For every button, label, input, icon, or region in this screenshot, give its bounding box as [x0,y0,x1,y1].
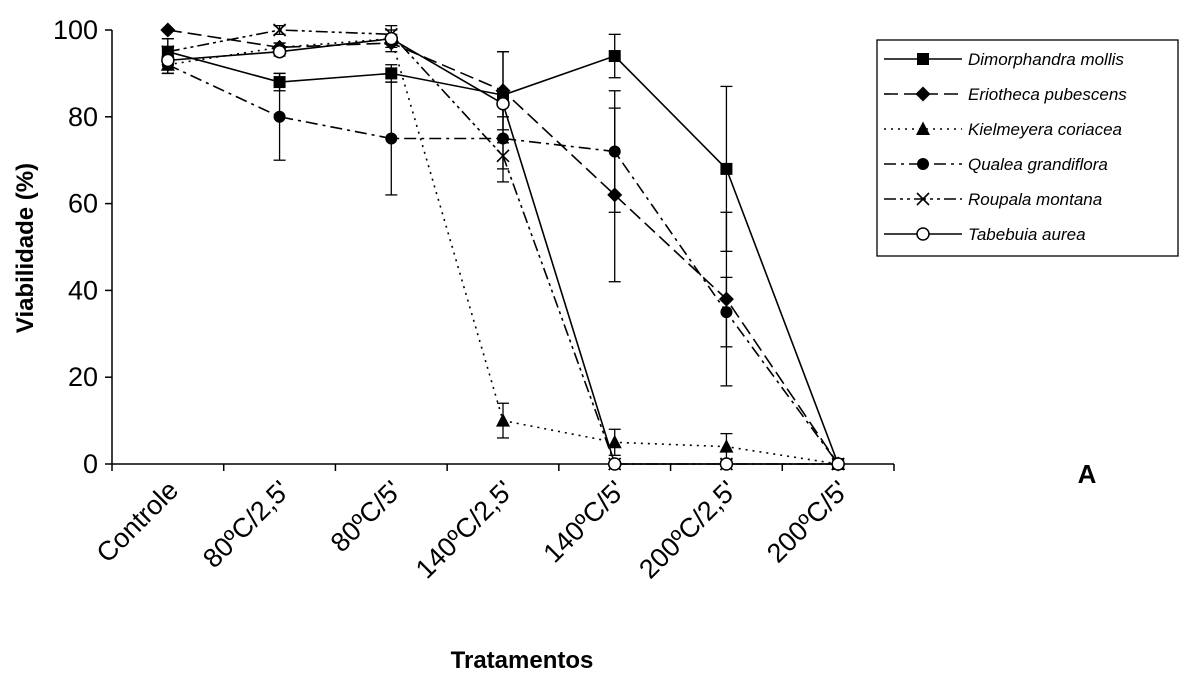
x-tick-label: 140ºC/2,5' [410,475,519,584]
x-tick-label: 140ºC/5' [538,475,631,568]
legend-label: Roupala montana [968,190,1102,209]
data-point [608,50,621,63]
data-point [497,132,509,145]
legend-marker [915,86,931,102]
data-point [719,457,734,471]
legend-label: Tabebuia aurea [968,225,1086,244]
legend-marker [916,227,930,241]
y-tick-label: 60 [68,189,98,219]
data-point [607,434,622,449]
data-point [831,457,845,471]
legend-marker [916,192,930,206]
data-point [272,44,287,59]
data-point [608,145,621,158]
legend-entry: Roupala montana [884,190,1102,209]
y-tick-label: 20 [68,362,98,392]
series-layer [160,22,846,472]
legend-label: Dimorphandra mollis [968,50,1124,69]
data-point [719,439,734,453]
data-point [720,162,733,175]
data-point [385,132,398,145]
legend-entry: Kielmeyera coriacea [884,120,1122,139]
data-point [385,67,398,80]
y-tick-label: 100 [53,15,98,45]
legend-marker [916,121,930,135]
x-tick-label: 200ºC/2,5' [633,475,742,584]
series-6 [161,25,845,471]
legend-marker [917,53,929,65]
panel-label: A [1078,459,1097,489]
data-point [273,23,287,37]
x-tick-label: 80ºC/2,5' [197,475,296,574]
legend-label: Eriotheca pubescens [968,85,1127,104]
x-axis-title: Tratamentos [451,647,594,674]
y-tick-label: 0 [83,449,98,479]
data-point [161,53,175,68]
x-tick-label: 80ºC/5' [325,475,408,558]
data-point [496,97,510,111]
data-point [607,457,622,471]
legend-entry: Dimorphandra mollis [884,50,1124,69]
x-tick-label: Controle [91,475,184,568]
legend-marker [917,158,929,170]
legend-entry: Qualea grandiflora [884,155,1108,174]
legend-entry: Eriotheca pubescens [884,85,1127,104]
legend: Dimorphandra mollis Eriotheca pubescens Ki… [876,39,1179,257]
data-point [273,110,286,123]
data-point [496,413,510,427]
data-point [720,306,733,319]
data-point [496,149,510,163]
legend-label: Kielmeyera coriacea [968,120,1122,139]
data-point [160,22,176,38]
legend-label: Qualea grandiflora [968,155,1108,174]
y-tick-label: 80 [68,102,98,132]
y-tick-label: 40 [68,275,98,305]
legend-box [876,39,1179,257]
data-point [384,31,399,46]
y-axis-title: Viabilidade (%) [12,163,39,333]
x-tick-label: 200ºC/5' [761,475,854,568]
legend-entry: Tabebuia aurea [884,225,1086,244]
